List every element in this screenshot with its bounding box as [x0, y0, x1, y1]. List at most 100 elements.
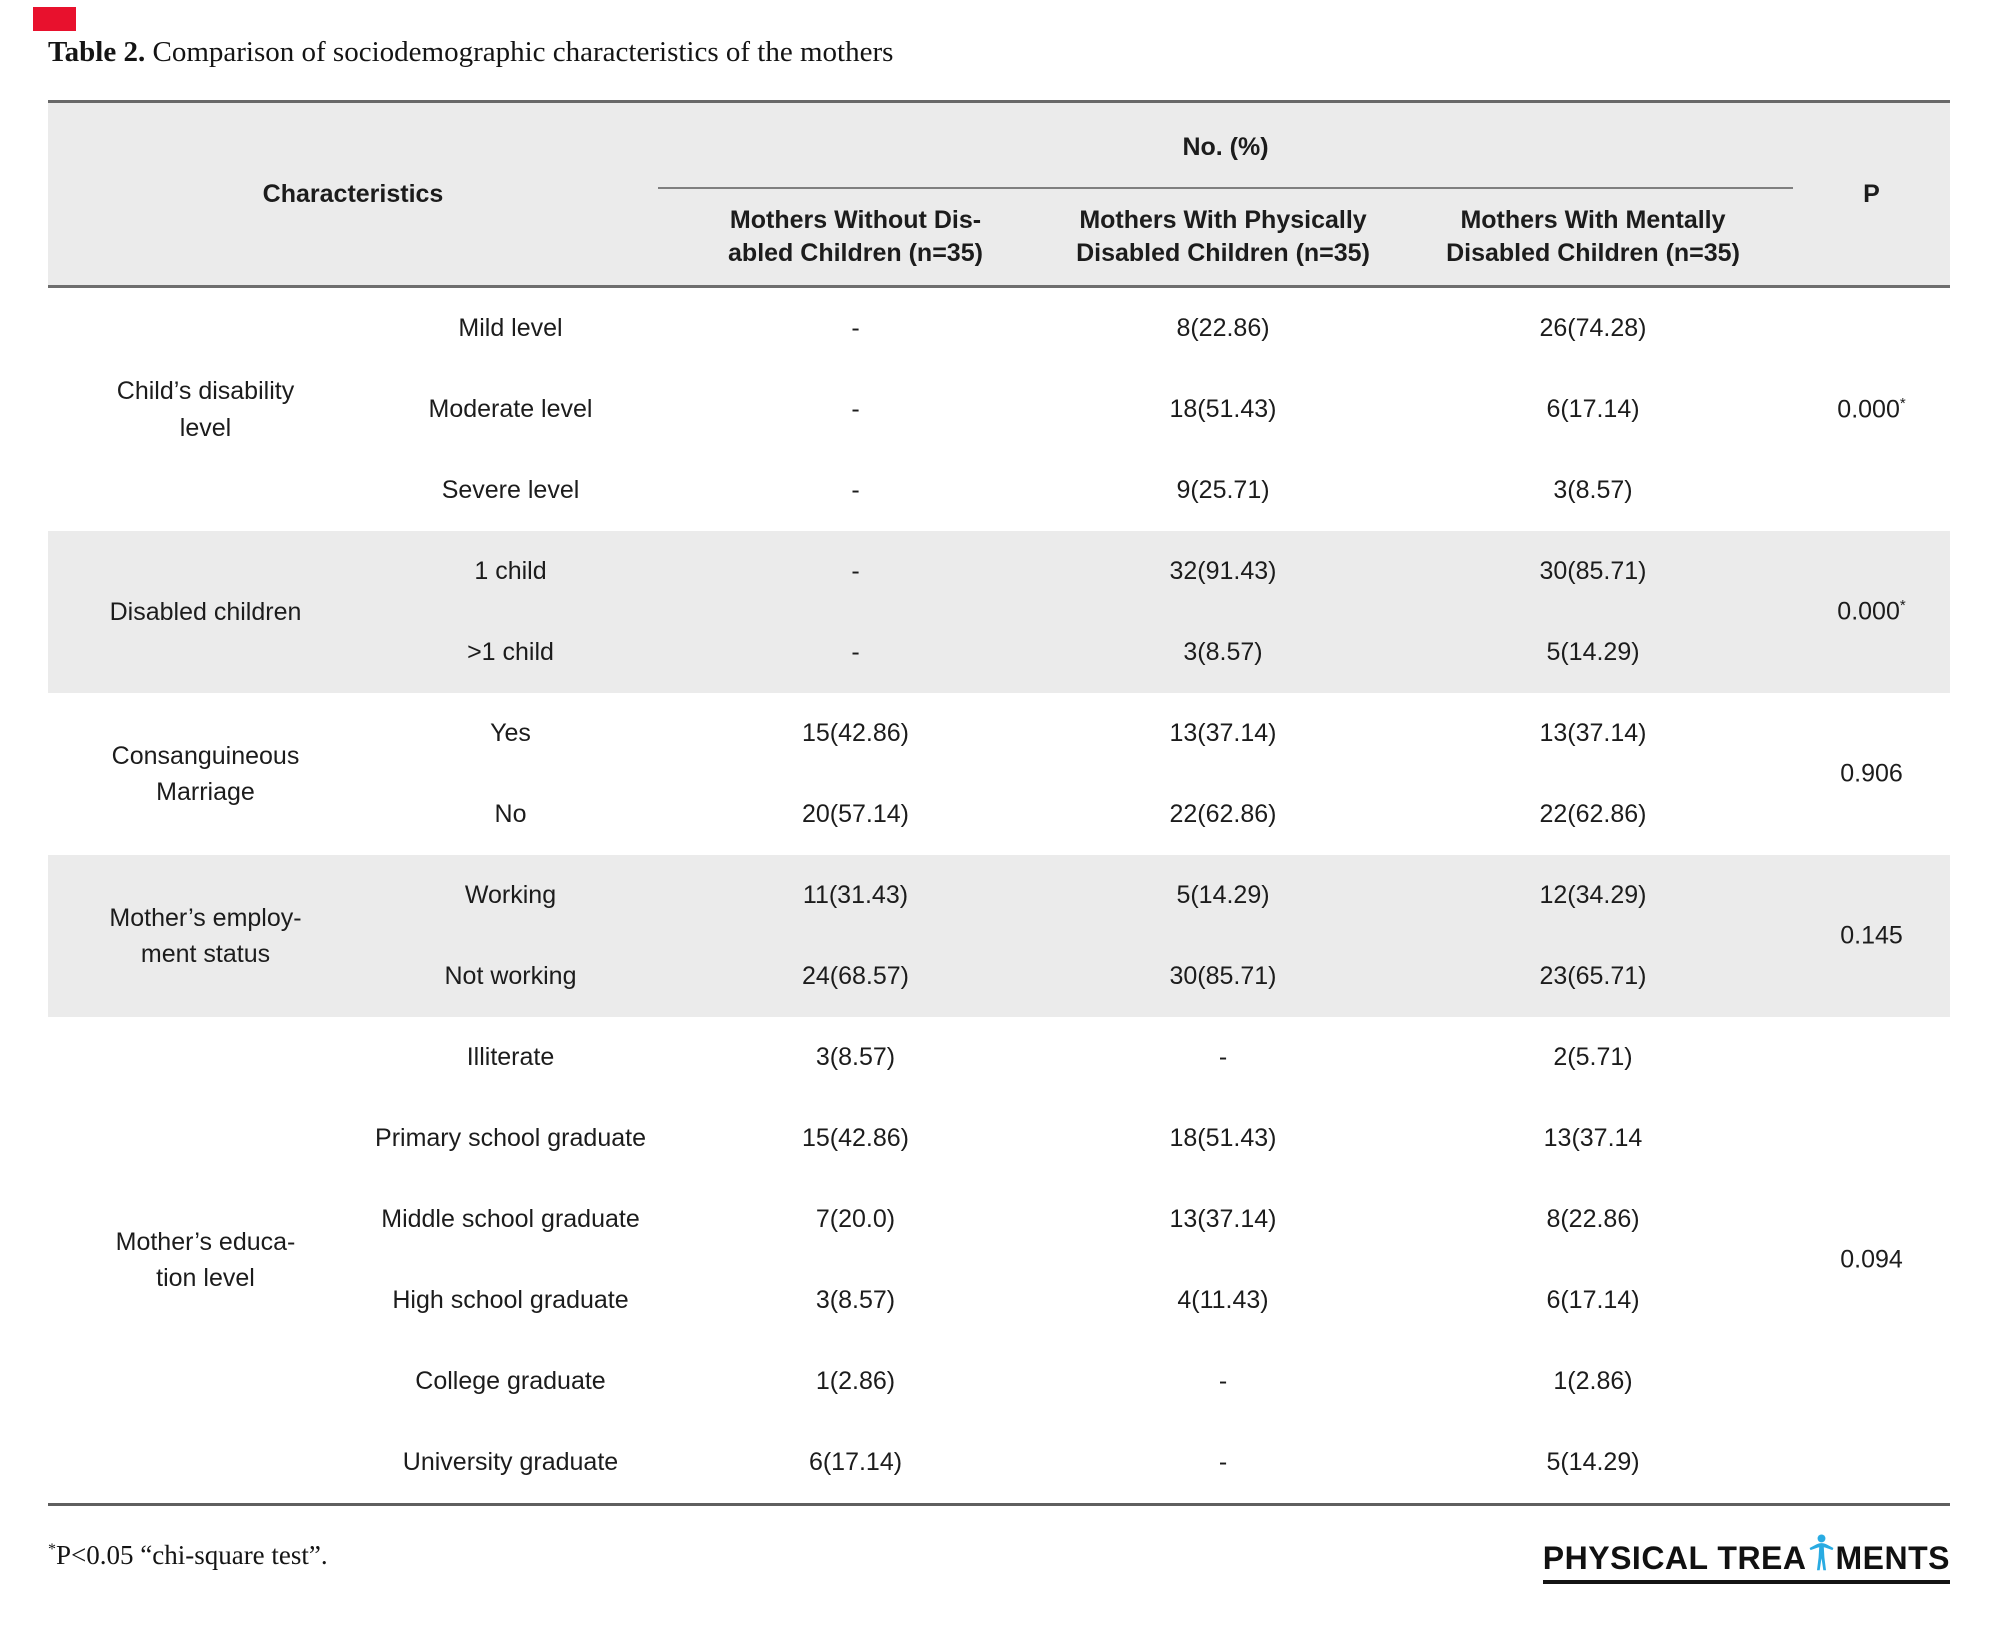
- table-row: High school graduate 3(8.57) 4(11.43) 6(…: [48, 1260, 1950, 1341]
- table-footer: *P<0.05 “chi-square test”. PHYSICAL TREA…: [48, 1534, 1950, 1584]
- cell-value: 3(8.57): [1053, 612, 1393, 693]
- cell-value: 12(34.29): [1393, 855, 1793, 936]
- table-row: >1 child - 3(8.57) 5(14.29): [48, 612, 1950, 693]
- cell-category: Working: [363, 855, 658, 936]
- cell-value: -: [851, 476, 860, 504]
- cell-value: 3(8.57): [1553, 476, 1633, 504]
- cell-value: 23(65.71): [1393, 936, 1793, 1017]
- cell-value: 2(5.71): [1553, 1043, 1633, 1071]
- table-row: Consanguineous Marriage Yes 15(42.86) 13…: [48, 693, 1950, 806]
- table-row: Mother’s educa- tion level Illiterate 3(…: [48, 1017, 1950, 1292]
- person-icon: [1809, 1534, 1834, 1577]
- cell-value: 22(62.86): [1169, 800, 1277, 828]
- cell-value: 3(8.57): [815, 1286, 896, 1314]
- header-col-mothers-physically-disabled: Mothers With Physically Disabled Childre…: [1053, 188, 1393, 288]
- table-row: Disabled children 1 child - 32(91.43) 30…: [48, 531, 1950, 693]
- cell-value: 15(42.86): [801, 1124, 910, 1152]
- cell-value: 22(62.86): [1539, 800, 1647, 828]
- table-row: Mother’s employ- ment status Working 11(…: [48, 855, 1950, 1017]
- cell-value: -: [1218, 1043, 1228, 1071]
- cell-value: -: [1218, 1448, 1228, 1476]
- cell-value: 13(37.14): [1169, 1205, 1277, 1233]
- cell-value: 1(2.86): [815, 1367, 896, 1395]
- red-marker: [33, 7, 76, 31]
- caption-number: Table 2.: [48, 36, 146, 68]
- cell-category: Primary school graduate: [375, 1124, 646, 1152]
- cell-value: -: [658, 612, 1053, 693]
- cell-value: -: [851, 395, 860, 423]
- cell-category: 1 child: [363, 531, 658, 612]
- cell-value: 26(74.28): [1539, 314, 1647, 342]
- header-col-mothers-without-disabled: Mothers Without Dis- abled Children (n=3…: [658, 188, 1053, 288]
- cell-value: 5(14.29): [1053, 855, 1393, 936]
- cell-value: 6(17.14): [1546, 1286, 1640, 1314]
- group-mothers-employment-status: Mother’s employ- ment status: [48, 855, 363, 1017]
- p-value-cell: 0.906: [1840, 759, 1903, 788]
- cell-value: -: [1218, 1367, 1228, 1395]
- cell-value: 5(14.29): [1546, 1448, 1640, 1476]
- cell-value: -: [851, 314, 860, 342]
- cell-value: 5(14.29): [1393, 612, 1793, 693]
- cell-value: 13(37.14): [1539, 719, 1647, 747]
- table-row: Child’s disability level Mild level - 8(…: [48, 287, 1950, 442]
- header-characteristics: Characteristics: [48, 101, 658, 288]
- footnote-text: P<0.05 “chi-square test”.: [56, 1540, 328, 1570]
- cell-category: High school graduate: [392, 1286, 629, 1314]
- group-disabled-children: Disabled children: [48, 531, 363, 693]
- cell-category: College graduate: [415, 1367, 606, 1395]
- table-row: Not working 24(68.57) 30(85.71) 23(65.71…: [48, 936, 1950, 1017]
- cell-value: 8(22.86): [1546, 1205, 1640, 1233]
- footnote-asterisk: *: [48, 1541, 56, 1558]
- p-value-cell: 0.000*: [1793, 531, 1950, 693]
- cell-category: Illiterate: [466, 1043, 555, 1071]
- table-row: University graduate 6(17.14) - 5(14.29): [48, 1422, 1950, 1505]
- cell-category: Yes: [490, 719, 531, 747]
- table-row: No 20(57.14) 22(62.86) 22(62.86): [48, 774, 1950, 855]
- cell-category: Severe level: [441, 476, 580, 504]
- table-row: Severe level - 9(25.71) 3(8.57): [48, 450, 1950, 531]
- cell-value: 18(51.43): [1169, 395, 1277, 423]
- p-value-cell: 0.145: [1793, 855, 1950, 1017]
- table-row: Moderate level - 18(51.43) 6(17.14): [48, 369, 1950, 450]
- cell-value: 3(8.57): [815, 1043, 896, 1071]
- cell-value: 15(42.86): [801, 719, 910, 747]
- header-no-pct: No. (%): [658, 101, 1793, 189]
- cell-value: 18(51.43): [1169, 1124, 1277, 1152]
- table-row: Middle school graduate 7(20.0) 13(37.14)…: [48, 1179, 1950, 1260]
- logo-text-left: PHYSICAL TREA: [1542, 1540, 1807, 1576]
- group-childs-disability-level: Child’s disability level: [116, 377, 295, 442]
- table-header: Characteristics No. (%) P Mothers Withou…: [48, 101, 1950, 288]
- cell-category: Not working: [363, 936, 658, 1017]
- cell-category: Moderate level: [428, 395, 593, 423]
- cell-value: 30(85.71): [1053, 936, 1393, 1017]
- group-consanguineous-marriage: Consanguineous Marriage: [111, 741, 300, 806]
- header-col-mothers-mentally-disabled: Mothers With Mentally Disabled Children …: [1393, 188, 1793, 288]
- table-row: College graduate 1(2.86) - 1(2.86): [48, 1341, 1950, 1422]
- cell-value: 13(37.14): [1169, 719, 1277, 747]
- cell-value: 30(85.71): [1393, 531, 1793, 612]
- footnote: *P<0.05 “chi-square test”.: [48, 1534, 328, 1571]
- cell-category: No: [494, 800, 527, 828]
- cell-value: 6(17.14): [1546, 395, 1640, 423]
- p-value-cell: 0.000*: [1837, 394, 1906, 424]
- cell-value: 8(22.86): [1176, 314, 1270, 342]
- cell-category: University graduate: [402, 1448, 619, 1476]
- cell-value: 1(2.86): [1553, 1367, 1633, 1395]
- cell-value: -: [658, 531, 1053, 612]
- cell-value: 32(91.43): [1053, 531, 1393, 612]
- cell-value: 13(37.14: [1543, 1124, 1643, 1152]
- cell-category: Middle school graduate: [381, 1205, 640, 1233]
- cell-value: 11(31.43): [658, 855, 1053, 936]
- header-p: P: [1793, 101, 1950, 288]
- cell-value: 4(11.43): [1177, 1286, 1269, 1314]
- cell-value: 6(17.14): [808, 1448, 903, 1476]
- table-row: Primary school graduate 15(42.86) 18(51.…: [48, 1098, 1950, 1179]
- sociodemographic-table: Characteristics No. (%) P Mothers Withou…: [48, 100, 1950, 1506]
- cell-value: 7(20.0): [815, 1205, 896, 1233]
- table-caption: Table 2. Comparison of sociodemographic …: [48, 34, 1950, 70]
- group-mothers-education-level: Mother’s educa- tion level: [115, 1227, 296, 1292]
- cell-value: 20(57.14): [801, 800, 910, 828]
- p-value-cell: 0.094: [1840, 1245, 1903, 1274]
- cell-value: 9(25.71): [1176, 476, 1270, 504]
